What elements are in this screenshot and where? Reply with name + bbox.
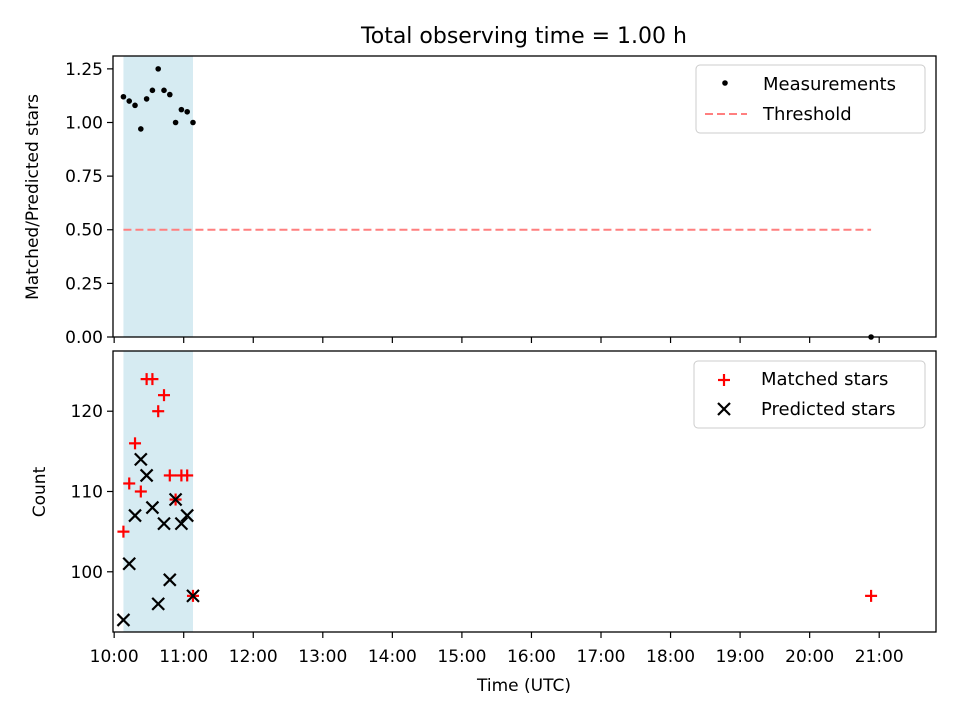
measurements-point	[155, 66, 162, 72]
measurements-point	[126, 98, 133, 104]
measurements-point	[184, 108, 190, 115]
legend-matched-label: Matched stars	[761, 369, 888, 390]
y-tick-label: 0.25	[65, 274, 103, 294]
predicted-stars-point	[116, 613, 131, 627]
matched-stars-point	[181, 469, 194, 482]
y-tick-label: 0.00	[65, 328, 103, 348]
predicted-stars-point	[139, 468, 154, 483]
x-tick-label: 21:00	[855, 647, 904, 667]
measurements-point	[172, 119, 179, 126]
predicted-stars-point	[128, 508, 142, 523]
legend-matched-marker	[718, 374, 730, 386]
predicted-stars-point	[122, 556, 137, 571]
figure-title: Total observing time = 1.00 h	[360, 24, 687, 49]
top-axes-frame	[112, 55, 937, 338]
x-tick-label: 20:00	[785, 647, 834, 667]
measurements-point	[166, 91, 173, 98]
y-tick-label: 0.75	[65, 167, 103, 187]
predicted-stars-point	[145, 500, 160, 515]
x-tick-label: 11:00	[159, 647, 208, 667]
y-tick-label: 100	[71, 563, 103, 583]
predicted-stars-point	[157, 516, 171, 531]
bottom-legend-box	[693, 360, 926, 429]
matched-stars-point	[134, 485, 147, 498]
x-tick-label: 19:00	[716, 647, 765, 667]
legend-predicted-marker	[717, 402, 731, 416]
y-tick-label: 1.25	[65, 60, 103, 80]
top-legend: Measurements Threshold	[695, 64, 926, 134]
panel-top: 0.00 0.25 0.50 0.75 1.00 1.25 Matched/Predict…	[23, 55, 937, 348]
measurements-point	[143, 96, 150, 102]
measurements-point	[161, 87, 167, 94]
x-tick-label: 12:00	[229, 647, 278, 667]
top-ylabel: Matched/Predicted stars	[23, 94, 43, 300]
x-tick-label: 15:00	[437, 647, 486, 667]
bottom-legend: Matched stars Predicted stars	[693, 360, 926, 429]
matched-stars-point	[123, 477, 136, 490]
predicted-stars-point	[151, 597, 165, 611]
measurements-point	[190, 119, 196, 126]
legend-measurements-label: Measurements	[763, 74, 896, 95]
x-tick-label: 10:00	[90, 647, 139, 667]
y-tick-label: 120	[71, 402, 103, 422]
predicted-stars-point	[134, 452, 148, 467]
measurements-point	[178, 106, 185, 113]
x-tick-label: 16:00	[507, 647, 556, 667]
matched-stars-point	[865, 589, 878, 602]
x-tick-label: 14:00	[368, 647, 417, 667]
matched-stars-point	[117, 525, 130, 538]
legend-threshold-label: Threshold	[762, 104, 852, 125]
measurements-point	[138, 126, 144, 132]
observing-window-span	[123, 351, 193, 632]
predicted-stars-point	[163, 573, 177, 587]
matched-stars-point	[163, 469, 176, 482]
predicted-stars-point	[174, 516, 189, 531]
matched-stars-point	[129, 437, 142, 450]
predicted-stars-point	[168, 492, 183, 507]
panel-bottom: 100 110 120 10:00 11:00 12:00 13:00 14:00 15:00…	[30, 350, 937, 696]
x-tick-label: 17:00	[577, 647, 626, 667]
predicted-stars-point	[180, 508, 194, 523]
y-tick-label: 110	[71, 483, 103, 503]
measurements-point	[120, 93, 127, 100]
top-legend-box	[695, 64, 926, 134]
matched-stars-point	[146, 373, 159, 386]
observing-window-span	[123, 56, 193, 337]
measurements-point	[149, 87, 156, 94]
matched-stars-point	[152, 405, 165, 418]
y-tick-label: 0.50	[65, 221, 103, 241]
x-tick-label: 18:00	[646, 647, 695, 667]
legend-measurements-marker	[722, 80, 728, 86]
bottom-ylabel: Count	[30, 466, 50, 517]
x-axis-label: Time (UTC)	[476, 676, 571, 696]
measurements-point	[132, 102, 138, 109]
y-tick-label: 1.00	[65, 113, 103, 133]
predicted-stars-point	[186, 589, 200, 603]
x-tick-label: 13:00	[298, 647, 347, 667]
legend-predicted-label: Predicted stars	[761, 399, 895, 420]
matched-stars-point	[158, 389, 171, 402]
